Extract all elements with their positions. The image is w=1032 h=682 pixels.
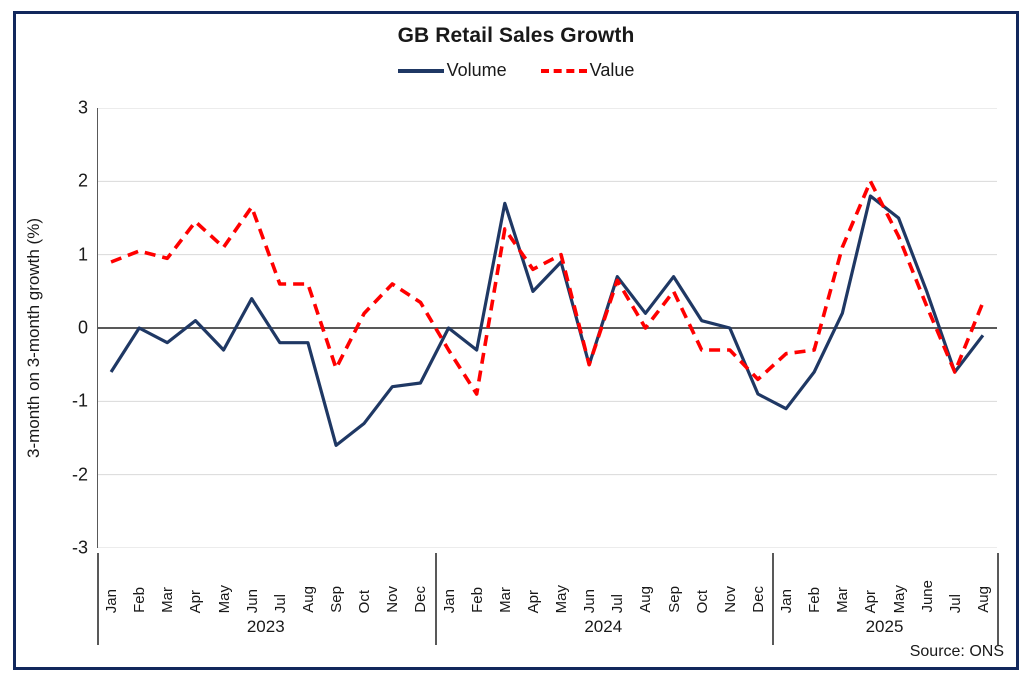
x-tick-label: May [553, 584, 571, 613]
year-group-label: 2025 [865, 617, 904, 636]
x-tick-label: June [918, 580, 936, 613]
year-separator [997, 553, 999, 645]
chart-title: GB Retail Sales Growth [397, 24, 635, 47]
x-tick-label: Nov [721, 586, 739, 613]
x-tick-label: May [890, 584, 908, 613]
series-line-volume [109, 194, 985, 447]
x-tick-label: Feb [806, 587, 824, 613]
y-tick-label: 1 [77, 244, 88, 265]
x-tick-label: Feb [131, 587, 149, 613]
legend-line-volume-icon [397, 68, 444, 73]
x-tick-label: Jan [440, 588, 458, 613]
plot-area [97, 108, 997, 548]
y-axis-title: 3-month on 3-month growth (%) [24, 218, 43, 458]
series-line-value [110, 179, 985, 396]
chart-legend: Volume Value [0, 60, 1032, 81]
legend-line-value-icon [540, 68, 587, 73]
x-tick-label: Oct [356, 589, 374, 613]
x-axis-year-groups: 2023 2024 2025 [97, 553, 999, 645]
x-tick-label: Mar [496, 587, 514, 613]
x-tick-label: Apr [862, 589, 880, 613]
source-note: Source: ONS [909, 643, 1004, 660]
gridlines [97, 108, 997, 548]
x-tick-label: Jan [103, 588, 121, 613]
y-tick-label: -1 [71, 390, 88, 411]
x-tick-label: Jan [778, 588, 796, 613]
plot-svg [97, 108, 997, 548]
x-tick-label: Aug [299, 586, 317, 613]
x-tick-label: Apr [187, 589, 205, 613]
x-tick-label: Mar [834, 587, 852, 613]
x-tick-label: Feb [468, 587, 486, 613]
x-tick-label: Aug [637, 586, 655, 613]
x-tick-label: Mar [159, 587, 177, 613]
x-tick-label: Jul [609, 593, 627, 613]
year-separator [97, 553, 99, 645]
legend-item-volume: Volume [397, 60, 507, 81]
figure-border [13, 11, 1019, 670]
y-tick-label: -3 [71, 537, 88, 558]
legend-label-value: Value [589, 60, 635, 80]
x-tick-label: Dec [412, 586, 430, 613]
x-axis-labels: Jan Feb Mar Apr May Jun Jul Aug Sep Oct Nov Dec Jan F… [97, 553, 997, 613]
legend-item-value: Value [540, 60, 635, 81]
x-tick-label: Oct [693, 589, 711, 613]
x-tick-label: Dec [749, 586, 767, 613]
x-tick-label: Aug [974, 586, 992, 613]
x-tick-label: Sep [665, 586, 683, 613]
x-tick-label: May [215, 584, 233, 613]
x-tick-label: Apr [524, 589, 542, 613]
legend-label-volume: Volume [446, 60, 507, 80]
year-group-label: 2023 [246, 617, 285, 636]
y-tick-label: 0 [77, 317, 88, 338]
x-tick-label: Jul [946, 593, 964, 613]
y-tick-label: 3 [77, 97, 88, 118]
x-tick-label: Jun [581, 588, 599, 613]
y-tick-label: 2 [77, 170, 88, 191]
x-tick-label: Sep [328, 586, 346, 613]
x-tick-label: Jul [271, 593, 289, 613]
data-series-layer [109, 179, 985, 447]
x-tick-label: Nov [384, 586, 402, 613]
x-tick-label: Jun [243, 588, 261, 613]
year-group-label: 2024 [584, 617, 623, 636]
y-axis-ticks: 3 2 1 0 -1 -2 -3 [42, 98, 88, 558]
y-tick-label: -2 [71, 464, 88, 485]
year-separator [434, 553, 437, 645]
year-separator [772, 553, 774, 645]
